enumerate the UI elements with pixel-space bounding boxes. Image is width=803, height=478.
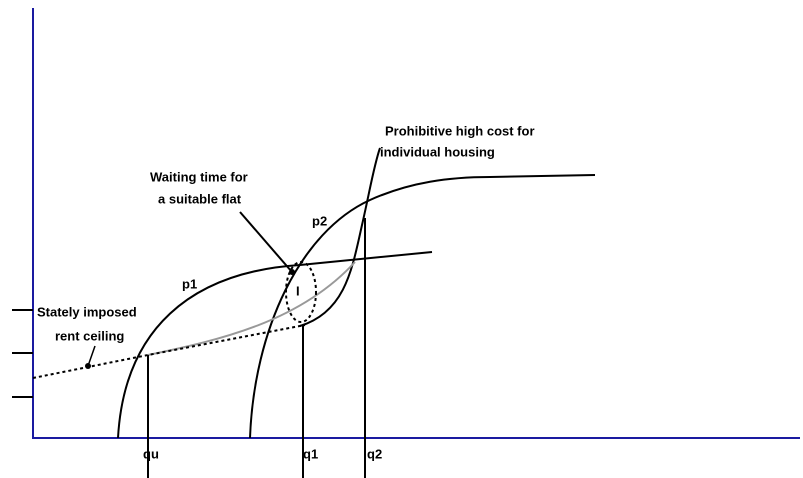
pointer	[239, 211, 293, 273]
label: p2	[312, 213, 327, 228]
supply-curve	[299, 147, 381, 327]
y-ticks	[12, 309, 33, 398]
label: individual housing	[380, 144, 495, 159]
label: q2	[367, 446, 382, 461]
label: I	[296, 283, 300, 298]
label: Waiting time for	[150, 169, 248, 184]
label: qu	[143, 446, 159, 461]
gap-ellipse	[285, 261, 317, 323]
label: q1	[303, 446, 318, 461]
label: Prohibitive high cost for	[385, 123, 535, 138]
p1-curve	[117, 251, 433, 439]
ceiling-line	[32, 324, 306, 379]
pointer-dot	[289, 269, 295, 275]
gray-curve	[147, 261, 356, 356]
pointer	[87, 345, 96, 367]
label: Stately imposed	[37, 304, 137, 319]
label: rent ceiling	[55, 328, 124, 343]
p2-curve	[249, 174, 596, 439]
label: p1	[182, 276, 197, 291]
label: a suitable flat	[158, 191, 242, 206]
